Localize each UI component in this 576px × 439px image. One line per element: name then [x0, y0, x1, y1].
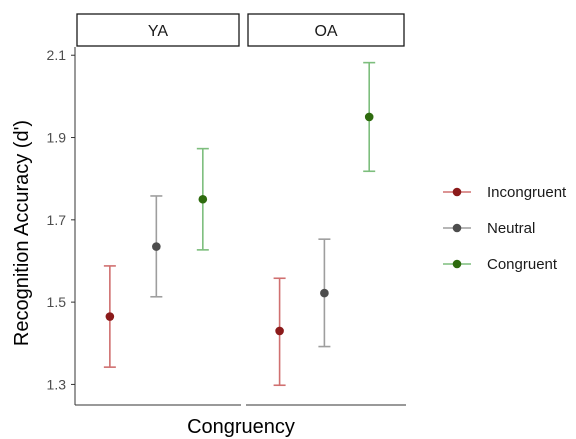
facet-ya: YA — [75, 13, 241, 406]
legend-label: Congruent — [487, 256, 558, 273]
mean-point-incongruent — [275, 326, 284, 336]
legend: Incongruent Neutral Congruent — [443, 184, 567, 273]
legend-item-congruent: Congruent — [443, 256, 558, 273]
facet-oa: OA — [246, 13, 406, 406]
y-tick-label: 1.3 — [47, 376, 67, 392]
mean-point-congruent — [198, 194, 208, 204]
legend-key-point — [452, 223, 462, 233]
facets: YA OA — [75, 13, 406, 406]
legend-key-point — [452, 187, 462, 197]
y-axis-title: Recognition Accuracy (d') — [11, 120, 33, 346]
x-axis-title: Congruency — [187, 416, 295, 438]
y-tick-label: 2.1 — [47, 47, 67, 63]
mean-point-congruent — [364, 112, 374, 122]
facet-strip-label: OA — [314, 23, 337, 40]
legend-label: Incongruent — [487, 184, 567, 201]
facet-strip-label: YA — [148, 23, 168, 40]
mean-point-incongruent — [105, 312, 115, 321]
y-tick-label: 1.7 — [47, 212, 67, 228]
legend-item-incongruent: Incongruent — [443, 184, 567, 201]
mean-point-neutral — [320, 288, 329, 298]
y-tick-label: 1.5 — [47, 294, 67, 310]
mean-point-neutral — [152, 242, 161, 251]
y-tick-label: 1.9 — [47, 130, 67, 146]
legend-label: Neutral — [487, 220, 535, 237]
legend-item-neutral: Neutral — [443, 220, 535, 237]
facet-strip — [76, 13, 240, 47]
facet-strip — [247, 13, 405, 47]
y-axis-ticks: 1.3 1.5 1.7 1.9 2.1 — [47, 47, 75, 392]
legend-key-point — [452, 259, 462, 269]
